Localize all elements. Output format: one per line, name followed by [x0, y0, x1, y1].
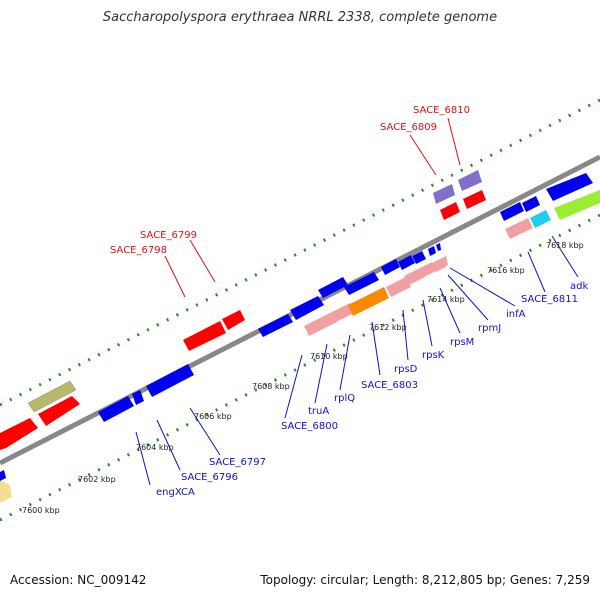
gene-arrow[interactable] — [0, 418, 38, 450]
gene-arrow[interactable] — [428, 246, 436, 256]
gene-rpsk[interactable] — [420, 262, 436, 277]
gene-sace-6811[interactable] — [505, 218, 533, 239]
gene-label[interactable]: SACE_6810 — [413, 105, 470, 116]
gene-arrow[interactable] — [463, 190, 486, 209]
gene-adk[interactable] — [554, 190, 600, 220]
scale-label: 7604 kbp — [136, 443, 174, 452]
top-label-leaders — [164, 117, 461, 298]
gene-arrow[interactable] — [132, 390, 144, 405]
bottom-label-leaders — [135, 235, 579, 486]
gene-sace-6810[interactable] — [458, 170, 482, 191]
topology-text: Topology: circular; Length: 8,212,805 bp… — [260, 573, 590, 587]
scale-label: 7610 kbp — [310, 352, 348, 361]
gene-label[interactable]: SACE_6809 — [380, 122, 437, 133]
bottom-gene-labels: adk SACE_6811 infA rpmJ rpsM rpsK rpsD S… — [156, 281, 588, 498]
gene-label[interactable]: rpsM — [450, 337, 474, 348]
gene-arrow[interactable] — [546, 173, 593, 201]
gene-sace-6798[interactable] — [183, 321, 226, 351]
gene-arrow[interactable] — [522, 196, 540, 212]
gene-label[interactable]: truA — [308, 406, 329, 417]
scale-label: 7618 kbp — [546, 241, 584, 250]
gene-sace-6809[interactable] — [433, 184, 455, 204]
gene-label[interactable]: infA — [506, 309, 526, 320]
gene-arrow[interactable] — [258, 314, 293, 337]
gene-trua[interactable] — [332, 303, 354, 322]
gene-arrow[interactable] — [381, 259, 400, 275]
gene-arrow[interactable] — [440, 202, 460, 220]
scale-label: 7608 kbp — [252, 382, 290, 391]
gene-sace-6796[interactable] — [98, 396, 134, 422]
gene-label[interactable]: SACE_6798 — [110, 245, 167, 256]
scale-label: 7600 kbp — [22, 506, 60, 515]
gene-label[interactable]: rpsK — [422, 350, 445, 361]
gene-label[interactable]: rplQ — [334, 393, 355, 404]
gene-arrow[interactable] — [290, 296, 324, 320]
gene-label[interactable]: SACE_6811 — [521, 294, 578, 305]
scale-label: 7602 kbp — [78, 475, 116, 484]
outer-track-ticks — [0, 98, 600, 407]
gene-label[interactable]: SACE_6796 — [181, 472, 238, 483]
gene-label[interactable]: SACE_6800 — [281, 421, 338, 432]
gene-label[interactable]: rpmJ — [478, 323, 501, 334]
scale-labels: 7600 kbp 7602 kbp 7604 kbp 7606 kbp 7608… — [22, 241, 584, 515]
gene-arrow[interactable] — [500, 202, 524, 221]
gene-arrow[interactable] — [412, 251, 426, 264]
gene-arrow[interactable] — [0, 470, 6, 481]
gene-arrow[interactable] — [344, 272, 379, 295]
scale-label: 7606 kbp — [194, 412, 232, 421]
forward-genes — [0, 170, 593, 450]
scale-label: 7612 kbp — [369, 323, 407, 332]
gene-arrow[interactable] — [0, 480, 12, 503]
gene-label[interactable]: adk — [570, 281, 588, 292]
reverse-genes — [0, 190, 600, 503]
gene-sace-6803[interactable] — [386, 277, 411, 297]
gene-label[interactable]: rpsD — [394, 364, 418, 375]
gene-label[interactable]: SACE_6797 — [209, 457, 266, 468]
map-title: Saccharopolyspora erythraea NRRL 2338, c… — [102, 10, 498, 25]
gene-arrow[interactable] — [38, 396, 80, 426]
gene-infa[interactable] — [530, 210, 551, 228]
gene-rplq[interactable] — [348, 287, 389, 316]
gene-sace-6800[interactable] — [304, 312, 337, 336]
scale-label: 7614 kbp — [427, 295, 465, 304]
gene-rpsm[interactable] — [432, 258, 446, 272]
gene-sace-6797[interactable] — [146, 364, 194, 397]
gene-arrow[interactable] — [27, 380, 77, 413]
top-gene-labels: SACE_6810 SACE_6809 SACE_6799 SACE_6798 — [110, 105, 470, 256]
accession-text: Accession: NC_009142 — [10, 573, 147, 587]
gene-label[interactable]: SACE_6803 — [361, 380, 418, 391]
gene-label[interactable]: SACE_6799 — [140, 230, 197, 241]
gene-label[interactable]: engXCA — [156, 487, 195, 498]
gene-rpmj[interactable] — [442, 256, 448, 267]
gene-rpsd[interactable] — [404, 268, 425, 285]
gene-arrow[interactable] — [318, 277, 348, 298]
gene-arrow[interactable] — [436, 243, 441, 251]
scale-label: 7616 kbp — [487, 266, 525, 275]
gene-sace-6799[interactable] — [222, 310, 245, 330]
gene-arrow[interactable] — [398, 255, 415, 270]
